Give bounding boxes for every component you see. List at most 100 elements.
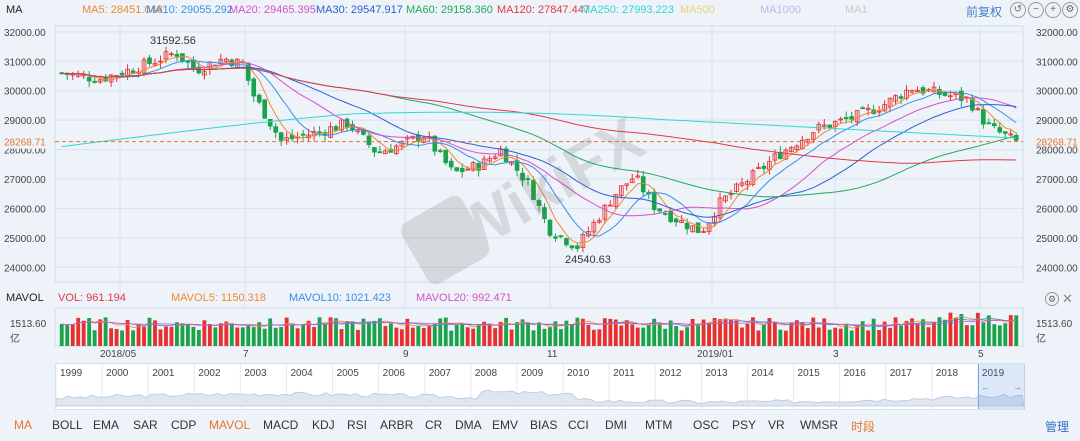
candle-body (437, 150, 443, 152)
tab-17[interactable]: MTM (645, 418, 673, 432)
candle-body (690, 225, 695, 233)
tab-21[interactable]: WMSR (800, 418, 838, 432)
volume-bar (191, 326, 196, 346)
tab-2[interactable]: BOLL (52, 418, 83, 432)
candle-body (613, 194, 619, 207)
candles (59, 46, 1019, 253)
volume-bar (866, 330, 871, 346)
ma-legend-9: MA1000 (760, 4, 801, 16)
volume-bar (109, 328, 114, 346)
tab-5[interactable]: CDP (171, 418, 197, 432)
tab-12[interactable]: DMA (455, 418, 482, 432)
candle-body (657, 208, 663, 212)
ma-legend-3: MA20: 29465.395 (229, 4, 316, 16)
volume-bar (509, 329, 514, 346)
candle-body (629, 178, 635, 184)
volume-bar (476, 324, 481, 346)
y-tick-left-8: 24000.00 (4, 263, 46, 274)
volume-bar (805, 328, 810, 346)
ma-line-250 (61, 111, 1017, 148)
x-tick-1: 7 (243, 349, 249, 360)
candle-body (893, 95, 898, 102)
volume-bar (569, 324, 574, 346)
y-tick-right-3: 29000.00 (1036, 116, 1078, 127)
candle-body (443, 150, 449, 164)
tab-22[interactable]: 时段 (851, 420, 876, 434)
tab-11[interactable]: CR (425, 418, 443, 432)
volume-bar (98, 319, 103, 346)
vol-close-icon[interactable]: ✕ (1062, 291, 1073, 306)
time-navigator[interactable]: 1999 2000 2001 2002 2003 2004 2005 2006 2007 2008… (55, 363, 1025, 410)
tab-16[interactable]: DMI (605, 418, 627, 432)
tab-3[interactable]: EMA (93, 418, 120, 432)
volume-bar (756, 330, 761, 346)
candle-body (728, 193, 734, 196)
volume-bar (273, 327, 278, 346)
tab-1[interactable]: MA (14, 418, 32, 432)
undo-icon[interactable]: ↺ (1010, 2, 1026, 18)
tab-9[interactable]: RSI (347, 418, 368, 432)
volume-bar (482, 321, 487, 346)
candle-body (119, 72, 125, 76)
candle-body (278, 132, 284, 141)
vol-settings-icon[interactable]: ⚙ (1045, 292, 1059, 306)
volume-bar (202, 320, 207, 346)
volume-bar (328, 317, 333, 346)
volume-bar (877, 330, 882, 346)
candle-body (679, 219, 684, 223)
zoom-out-icon[interactable]: − (1028, 2, 1044, 18)
volume-bar (701, 319, 706, 346)
y-tick-left-1: 31000.00 (4, 57, 46, 68)
candle-body (827, 124, 833, 128)
y-tick-right-7: 25000.00 (1036, 234, 1078, 245)
ma-title: MA (6, 4, 23, 16)
navigator-sparkline: 1999 2000 2001 2002 2003 2004 2005 2006 2007 2008… (55, 364, 1025, 409)
volume-bar (504, 317, 509, 346)
volume-bar (641, 327, 646, 346)
settings-icon[interactable]: ⚙ (1062, 2, 1078, 18)
candle-body (514, 160, 520, 171)
volume-bar (59, 324, 64, 346)
candle-body (843, 117, 849, 120)
navigator-right-handle[interactable]: → (1013, 382, 1022, 392)
tab-10[interactable]: ARBR (380, 418, 414, 432)
y-tick-left-0: 32000.00 (4, 28, 46, 39)
navigator-left-handle[interactable]: ← (981, 382, 990, 392)
tab-18[interactable]: OSC (693, 418, 720, 432)
navigator-selection[interactable]: ← → (978, 364, 1025, 409)
y-tick-right-1: 31000.00 (1036, 57, 1078, 68)
ma-legend-4: MA30: 29547.917 (316, 4, 403, 16)
candle-body (1002, 131, 1008, 134)
tab-20[interactable]: VR (768, 418, 785, 432)
tab-8[interactable]: KDJ (312, 418, 335, 432)
candle-body (734, 183, 739, 192)
candle-body (761, 165, 767, 169)
candle-body (317, 131, 322, 134)
candle-body (849, 116, 855, 120)
volume-bar (948, 312, 953, 346)
nav-year-2009: 2009 (521, 368, 544, 379)
candle-body (81, 74, 87, 77)
volume-bar (624, 320, 629, 346)
tab-4[interactable]: SAR (133, 418, 158, 432)
manage-button[interactable]: 管理 (1045, 420, 1070, 434)
zoom-in-icon[interactable]: + (1045, 2, 1061, 18)
candle-body (141, 59, 147, 74)
tab-13[interactable]: EMV (492, 418, 519, 432)
candle-body (794, 145, 800, 150)
y-tick-right-8: 24000.00 (1036, 263, 1078, 274)
tab-15[interactable]: CCI (568, 418, 589, 432)
volume-bar (164, 326, 168, 346)
x-tick-3: 11 (547, 349, 558, 360)
tab-6[interactable]: MAVOL (209, 418, 251, 432)
nav-year-2014: 2014 (751, 368, 774, 379)
tab-7[interactable]: MACD (263, 418, 299, 432)
adjust-button[interactable]: 前复权 (966, 5, 1003, 19)
candle-body (882, 104, 887, 112)
tab-14[interactable]: BIAS (530, 418, 558, 432)
volume-bar (246, 325, 251, 346)
tab-19[interactable]: PSY (732, 418, 757, 432)
candle-body (838, 118, 844, 121)
volume-bar (740, 327, 744, 346)
